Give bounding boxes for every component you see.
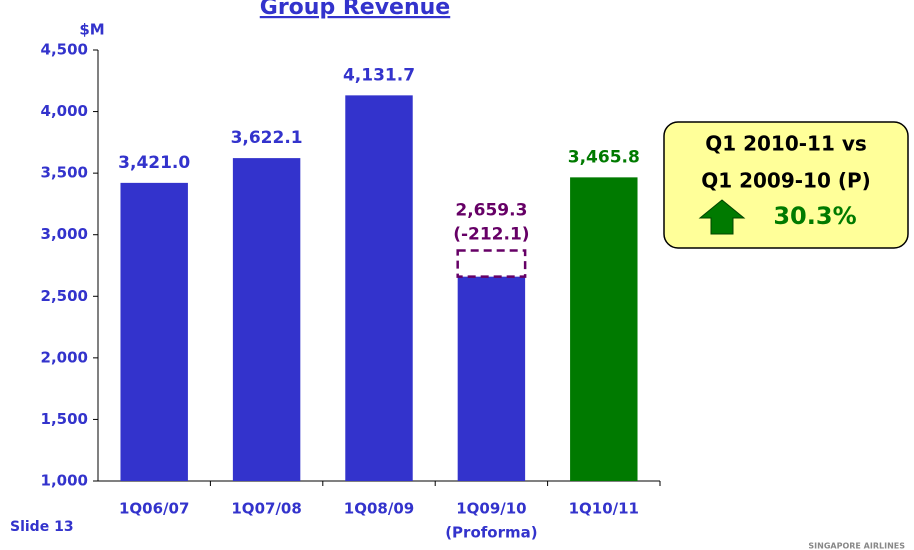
y-tick-label: 2,000	[41, 348, 88, 366]
x-tick-label: 1Q06/07	[119, 500, 189, 518]
footer: Slide 13	[10, 519, 74, 535]
value-label: 3,465.8	[568, 147, 640, 167]
callout-line: Q1 2009-10 (P)	[701, 169, 871, 193]
y-tick-label: 4,500	[41, 41, 88, 59]
callout-change: 30.3%	[773, 202, 856, 230]
bar	[570, 177, 638, 481]
x-tick-label: 1Q09/10	[456, 500, 526, 518]
up-arrow	[698, 199, 746, 235]
y-tick-label: 1,500	[41, 410, 88, 428]
value-label: 3,421.0	[118, 153, 190, 173]
logo: SINGAPORE AIRLINES	[808, 542, 905, 550]
x-tick-label: 1Q07/08	[231, 500, 301, 518]
x-tick-sublabel: (Proforma)	[445, 524, 537, 542]
x-tick-label: 1Q08/09	[344, 500, 414, 518]
bar	[120, 182, 188, 481]
x-tick-label: 1Q10/11	[569, 500, 639, 518]
y-tick-label: 3,000	[41, 225, 88, 243]
adjustment-label: (-212.1)	[453, 225, 529, 245]
callout: Q1 2010-11 vs Q1 2009-10 (P) 30.3%	[663, 121, 909, 249]
bar	[345, 95, 413, 481]
y-axis-label: $M	[79, 21, 104, 39]
y-tick-label: 3,500	[41, 164, 88, 182]
callout-line: Q1 2010-11 vs	[705, 132, 867, 156]
value-label: 3,622.1	[231, 128, 303, 148]
chart-title: Group Revenue	[260, 0, 450, 20]
value-label: 2,659.3	[455, 201, 527, 221]
adjustment-box	[456, 249, 527, 278]
bar	[232, 158, 301, 481]
y-tick-label: 2,500	[41, 287, 88, 305]
y-tick-label: 1,000	[41, 472, 88, 490]
y-tick-label: 4,000	[41, 102, 88, 120]
value-label: 4,131.7	[343, 65, 415, 85]
bar	[457, 276, 526, 481]
